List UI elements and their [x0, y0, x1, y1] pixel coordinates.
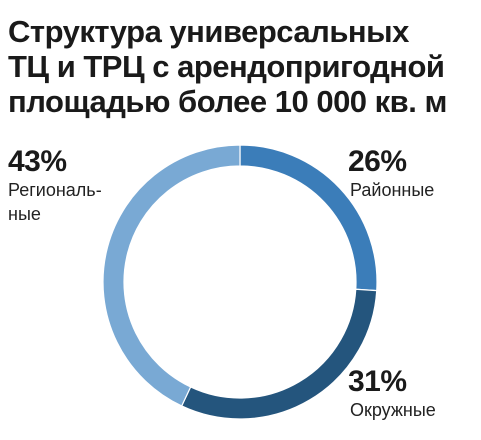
slice-label-line: Региональ- — [8, 180, 102, 200]
slice-label-line: Районные — [350, 180, 435, 200]
slice-value-label-okrug: 31% — [348, 365, 407, 398]
slice-label-regional: Региональ- ные — [8, 178, 102, 226]
slice-value-label-regional: 43% — [8, 145, 67, 178]
chart-title-line: Структура универсальных — [8, 14, 409, 49]
chart-title: Структура универсальных ТЦ и ТРЦ с аренд… — [8, 14, 478, 119]
slice-label-line: Окружные — [350, 400, 436, 420]
slice-label-district: Районные — [350, 178, 434, 202]
chart-title-line: ТЦ и ТРЦ с арендопригодной — [8, 49, 445, 84]
slice-label-okrug: Окружные — [350, 398, 436, 422]
slice-okrug — [180, 288, 378, 420]
slice-value-label-district: 26% — [348, 145, 407, 178]
slice-label-line: ные — [8, 204, 41, 224]
slice-regional — [102, 144, 241, 407]
chart-title-line: площадью более 10 000 кв. м — [8, 84, 447, 119]
